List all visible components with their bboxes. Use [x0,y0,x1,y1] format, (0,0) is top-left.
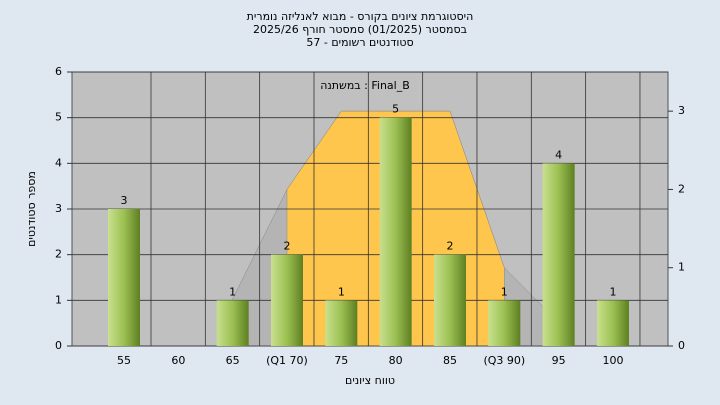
x-tick-label: 100 [602,354,623,367]
value-label: 1 [338,285,345,298]
value-label: 3 [121,194,128,207]
x-tick-label: 95 [552,354,566,367]
bar [542,163,575,346]
x-tick-label: 75 [334,354,348,367]
value-label: 1 [501,285,508,298]
y-axis-label: מספר סטודנטים [25,171,38,247]
y-tick-label: 1 [55,293,62,306]
title-line: היסטוגרמת ציונים בקורס - מבוא לאנליזה נו… [247,10,474,23]
x-tick-label: 80 [389,354,403,367]
y2-tick-label: 1 [678,261,685,274]
bar [270,254,303,346]
y-tick-label: 6 [55,65,62,78]
y-tick-label: 4 [55,156,62,169]
bar [488,300,521,346]
x-tick-label: 65 [226,354,240,367]
y-tick-label: 0 [55,339,62,352]
bar [325,300,358,346]
x-tick-label: 60 [171,354,185,367]
value-label: 2 [283,240,290,253]
y-tick-label: 5 [55,111,62,124]
y-tick-label: 2 [55,248,62,261]
bar [433,254,466,346]
y2-tick-label: 2 [678,182,685,195]
x-tick-label: 85 [443,354,457,367]
y2-tick-label: 3 [678,104,685,117]
value-label: 5 [392,103,399,116]
bar [108,209,140,346]
x-tick-label: 55 [117,354,131,367]
title-line: סטודנטים רשומים - 57 [306,36,413,49]
value-label: 2 [446,240,453,253]
annotation: במשתנה : Final_B [320,79,410,92]
x-axis-label: טווח ציונים [345,374,395,387]
y-tick-label: 3 [55,202,62,215]
bar [379,117,412,347]
x-tick-label: (Q1 70) [266,354,308,367]
bar [216,300,249,346]
title-line: בסמסטר (01/2025) סמסטר חורף 2025/26 [253,23,467,36]
value-label: 1 [609,285,616,298]
x-tick-label: (Q3 90) [483,354,525,367]
value-label: 1 [229,285,236,298]
y2-tick-label: 0 [678,339,685,352]
value-label: 4 [555,148,562,161]
bar [596,300,629,346]
